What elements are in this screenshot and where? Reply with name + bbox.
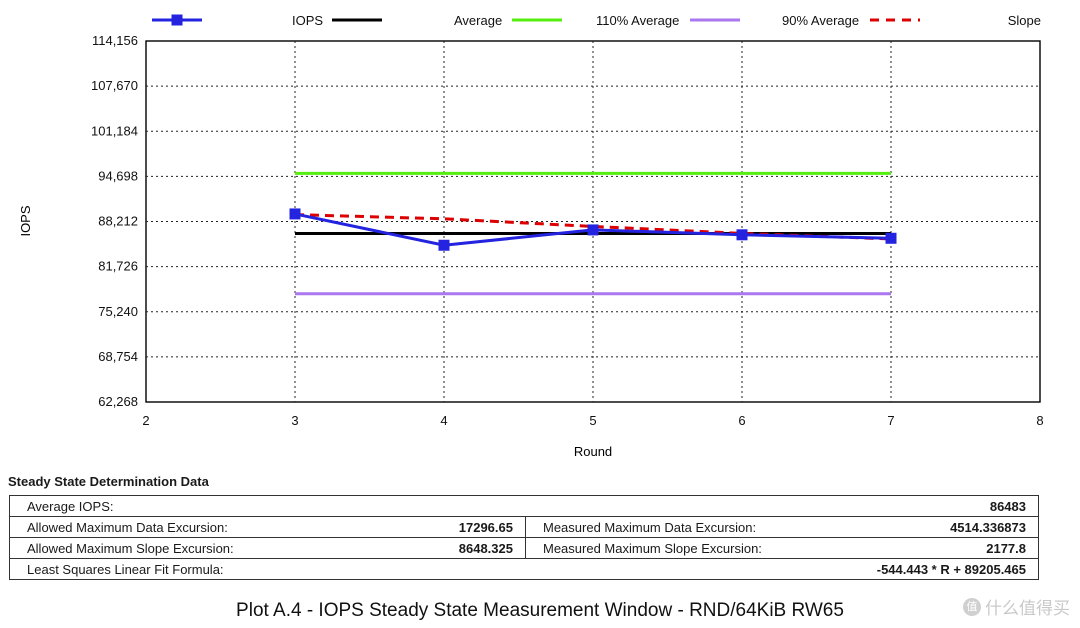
- legend-slope-label: Slope: [1008, 13, 1041, 28]
- iops-point-marker: [289, 208, 301, 220]
- y-tick-label: 88,212: [98, 214, 138, 229]
- plot-caption: Plot A.4 - IOPS Steady State Measurement…: [236, 600, 844, 621]
- y-tick-label: 107,670: [91, 78, 138, 93]
- x-tick-label: 7: [887, 413, 894, 428]
- watermark-logo-icon: 值: [963, 597, 981, 616]
- watermark: 值 什么值得买: [963, 594, 1070, 619]
- chart-legend: IOPS Average 110% Average 90% Average Slope: [152, 13, 1041, 28]
- iops-point-marker: [587, 224, 599, 236]
- measured-slope-label: Measured Maximum Slope Excursion:: [524, 537, 831, 559]
- x-axis-label: Round: [574, 444, 612, 459]
- watermark-text: 什么值得买: [985, 599, 1070, 618]
- iops-chart: IOPS Average 110% Average 90% Average Slope …: [18, 13, 1044, 459]
- fit-formula-label: Least Squares Linear Fit Formula:: [8, 558, 831, 580]
- allowed-slope-label: Allowed Maximum Slope Excursion:: [9, 537, 427, 559]
- legend-iops-label: IOPS: [292, 13, 323, 28]
- y-axis-label: IOPS: [18, 205, 33, 236]
- iops-point-marker: [885, 232, 897, 244]
- allowed-data-label: Allowed Maximum Data Excursion:: [9, 516, 427, 538]
- legend-iops-marker: [171, 14, 183, 26]
- allowed-data-value: 17296.65: [427, 516, 526, 538]
- x-tick-label: 6: [738, 413, 745, 428]
- x-tick-label: 4: [440, 413, 447, 428]
- x-tick-labels: 2 3 4 5 6 7 8: [142, 413, 1043, 428]
- iops-point-marker: [736, 229, 748, 241]
- measured-data-value: 4514.336873: [830, 516, 1039, 538]
- x-tick-label: 3: [291, 413, 298, 428]
- table-row: Least Squares Linear Fit Formula: -544.4…: [8, 558, 1039, 580]
- table-row: Allowed Maximum Data Excursion: 17296.65…: [9, 516, 1039, 538]
- allowed-slope-value: 8648.325: [427, 537, 526, 559]
- table-row: Average IOPS: 86483: [8, 495, 1039, 517]
- y-tick-labels: 62,268 68,754 75,240 81,726 88,212 94,698 101,…: [91, 33, 138, 409]
- average-iops-value: 86483: [830, 495, 1039, 517]
- grid-lines: [146, 41, 1040, 402]
- y-tick-label: 94,698: [98, 168, 138, 183]
- legend-90-average-label: 90% Average: [782, 13, 859, 28]
- x-tick-label: 5: [589, 413, 596, 428]
- y-tick-label: 75,240: [98, 304, 138, 319]
- x-tick-label: 8: [1036, 413, 1043, 428]
- table-row: Allowed Maximum Slope Excursion: 8648.32…: [9, 537, 1039, 559]
- iops-point-marker: [438, 239, 450, 251]
- data-series: [289, 171, 897, 296]
- legend-110-average-label: 110% Average: [596, 13, 679, 28]
- average-iops-label: Average IOPS:: [8, 495, 831, 517]
- ssd-title: Steady State Determination Data: [8, 474, 209, 489]
- y-tick-label: 101,184: [91, 123, 138, 138]
- measured-data-label: Measured Maximum Data Excursion:: [524, 516, 831, 538]
- y-tick-label: 62,268: [98, 394, 138, 409]
- y-tick-label: 81,726: [98, 259, 138, 274]
- legend-average-label: Average: [454, 13, 502, 28]
- fit-formula-value: -544.443 * R + 89205.465: [830, 558, 1039, 580]
- x-tick-label: 2: [142, 413, 149, 428]
- ssd-table: Average IOPS: 86483 Allowed Maximum Data…: [8, 495, 1039, 580]
- y-tick-label: 114,156: [92, 33, 138, 48]
- measured-slope-value: 2177.8: [830, 537, 1039, 559]
- y-tick-label: 68,754: [98, 349, 138, 364]
